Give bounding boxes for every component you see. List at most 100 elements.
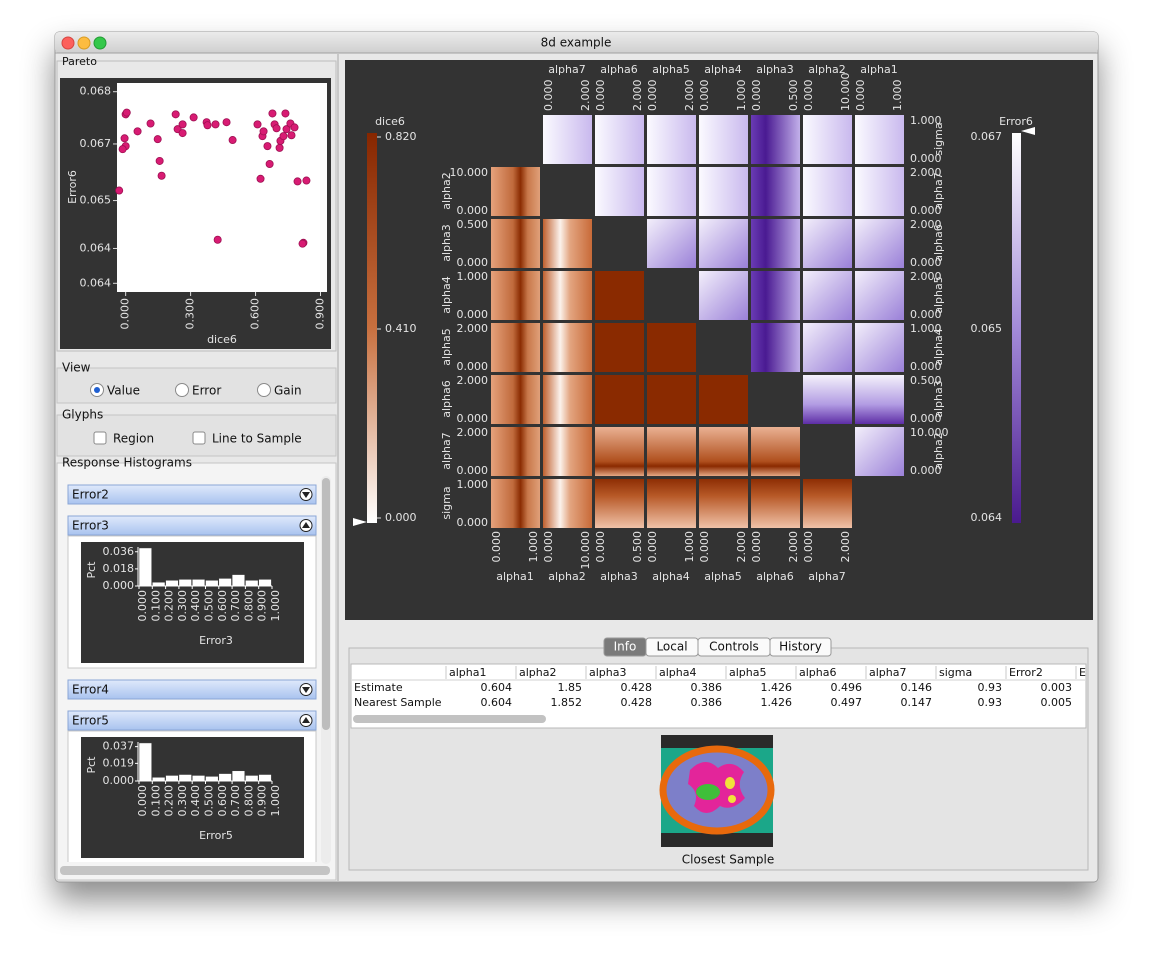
- point[interactable]: [171, 110, 180, 119]
- point[interactable]: [222, 118, 231, 127]
- heatmap-cell[interactable]: [751, 427, 800, 476]
- point[interactable]: [263, 142, 272, 151]
- heatmap-cell[interactable]: [803, 115, 852, 164]
- radio-label[interactable]: Gain: [274, 384, 302, 398]
- heatmap-cell[interactable]: [699, 115, 748, 164]
- point[interactable]: [153, 135, 162, 144]
- checkbox[interactable]: [93, 431, 107, 445]
- heatmap-cell[interactable]: [855, 115, 904, 164]
- h-scroll-thumb[interactable]: [60, 866, 330, 875]
- heatmap-cell[interactable]: [647, 167, 696, 216]
- point[interactable]: [253, 120, 262, 129]
- heatmap-cell[interactable]: [491, 219, 540, 268]
- heatmap-cell[interactable]: [699, 271, 748, 320]
- point[interactable]: [178, 120, 187, 129]
- heatmap-cell[interactable]: [803, 219, 852, 268]
- heatmap-cell[interactable]: [647, 375, 696, 424]
- heatmap-cell[interactable]: [595, 427, 644, 476]
- point[interactable]: [122, 108, 131, 117]
- heatmap-cell[interactable]: [647, 479, 696, 528]
- point[interactable]: [287, 131, 296, 140]
- heatmap-cell[interactable]: [699, 167, 748, 216]
- point[interactable]: [298, 239, 307, 248]
- point[interactable]: [290, 123, 299, 132]
- point[interactable]: [265, 159, 274, 168]
- heatmap-cell[interactable]: [751, 219, 800, 268]
- heatmap-cell[interactable]: [751, 115, 800, 164]
- heatmap-cell[interactable]: [647, 115, 696, 164]
- heatmap-cell[interactable]: [491, 427, 540, 476]
- checkbox[interactable]: [192, 431, 206, 445]
- tab[interactable]: [769, 637, 832, 657]
- heatmap-cell[interactable]: [543, 115, 592, 164]
- point[interactable]: [211, 120, 220, 129]
- point[interactable]: [133, 127, 142, 136]
- heatmap-cell[interactable]: [491, 271, 540, 320]
- point[interactable]: [228, 136, 237, 145]
- heatmap-cell[interactable]: [647, 219, 696, 268]
- point[interactable]: [281, 109, 290, 118]
- heatmap-cell[interactable]: [751, 167, 800, 216]
- heatmap-cell[interactable]: [595, 375, 644, 424]
- point[interactable]: [279, 132, 288, 141]
- heatmap-cell[interactable]: [699, 479, 748, 528]
- heatmap-cell[interactable]: [855, 219, 904, 268]
- heatmap-cell[interactable]: [543, 375, 592, 424]
- heatmap-cell[interactable]: [751, 479, 800, 528]
- radio-label[interactable]: Error: [192, 384, 221, 398]
- point[interactable]: [268, 109, 277, 118]
- heatmap-cell[interactable]: [803, 479, 852, 528]
- point[interactable]: [203, 121, 212, 130]
- heatmap-cell[interactable]: [595, 323, 644, 372]
- colorbar-marker[interactable]: [353, 518, 367, 526]
- point[interactable]: [118, 145, 127, 154]
- radio-label[interactable]: Value: [107, 384, 140, 398]
- heatmap-cell[interactable]: [855, 323, 904, 372]
- heatmap-cell[interactable]: [543, 323, 592, 372]
- heatmap-cell[interactable]: [595, 115, 644, 164]
- heatmap-cell[interactable]: [803, 375, 852, 424]
- tab-label[interactable]: Info: [614, 640, 637, 654]
- point[interactable]: [155, 156, 164, 165]
- table-scroll-thumb[interactable]: [353, 715, 546, 723]
- panel-header[interactable]: [67, 710, 317, 731]
- checkbox-label[interactable]: Region: [113, 432, 154, 446]
- heatmap-cell[interactable]: [803, 323, 852, 372]
- point[interactable]: [259, 127, 268, 136]
- minimize-button[interactable]: [77, 36, 91, 50]
- point[interactable]: [275, 143, 284, 152]
- point[interactable]: [178, 129, 187, 138]
- heatmap-cell[interactable]: [543, 479, 592, 528]
- point[interactable]: [293, 177, 302, 186]
- heatmap-cell[interactable]: [543, 427, 592, 476]
- point[interactable]: [146, 119, 155, 128]
- point[interactable]: [302, 176, 311, 185]
- heatmap-cell[interactable]: [855, 375, 904, 424]
- panel-header[interactable]: [67, 679, 317, 700]
- tab-label[interactable]: History: [779, 640, 822, 654]
- point[interactable]: [115, 186, 124, 195]
- v-scroll-thumb[interactable]: [322, 478, 330, 730]
- heatmap-cell[interactable]: [491, 375, 540, 424]
- heatmap-cell[interactable]: [751, 271, 800, 320]
- point[interactable]: [120, 134, 129, 143]
- heatmap-cell[interactable]: [855, 427, 904, 476]
- heatmap-cell[interactable]: [855, 271, 904, 320]
- close-button[interactable]: [61, 36, 75, 50]
- heatmap-cell[interactable]: [751, 323, 800, 372]
- checkbox-label[interactable]: Line to Sample: [212, 432, 302, 446]
- point[interactable]: [213, 235, 222, 244]
- heatmap-cell[interactable]: [491, 323, 540, 372]
- point[interactable]: [256, 174, 265, 183]
- panel-header[interactable]: [67, 484, 317, 505]
- heatmap-cell[interactable]: [699, 375, 748, 424]
- colorbar-marker[interactable]: [1021, 127, 1035, 135]
- point[interactable]: [157, 171, 166, 180]
- heatmap-cell[interactable]: [543, 219, 592, 268]
- heatmap-cell[interactable]: [543, 271, 592, 320]
- heatmap-cell[interactable]: [803, 167, 852, 216]
- heatmap-cell[interactable]: [855, 167, 904, 216]
- point[interactable]: [272, 124, 281, 133]
- heatmap-cell[interactable]: [647, 427, 696, 476]
- heatmap-cell[interactable]: [595, 271, 644, 320]
